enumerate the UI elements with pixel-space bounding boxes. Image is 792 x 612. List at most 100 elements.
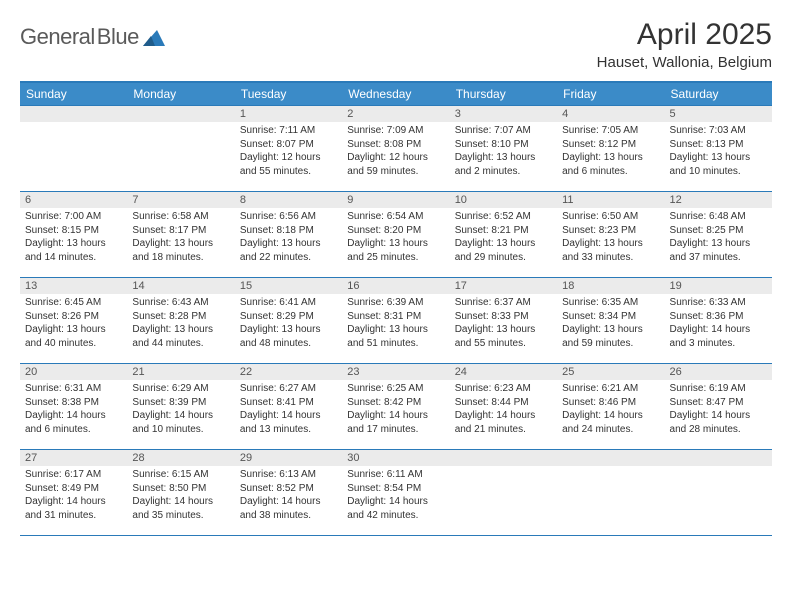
day-number: 12 bbox=[665, 192, 772, 208]
sunrise-line: Sunrise: 6:17 AM bbox=[25, 468, 122, 482]
day-number: 1 bbox=[235, 106, 342, 122]
day-body: Sunrise: 6:25 AMSunset: 8:42 PMDaylight:… bbox=[342, 380, 449, 440]
calendar-cell: 9Sunrise: 6:54 AMSunset: 8:20 PMDaylight… bbox=[342, 192, 449, 278]
sunrise-line: Sunrise: 6:33 AM bbox=[670, 296, 767, 310]
sunset-line: Sunset: 8:28 PM bbox=[132, 310, 229, 324]
day-number: 3 bbox=[450, 106, 557, 122]
daylight-line: Daylight: 14 hours and 6 minutes. bbox=[25, 409, 122, 436]
daylight-line: Daylight: 13 hours and 25 minutes. bbox=[347, 237, 444, 264]
daylight-line: Daylight: 12 hours and 59 minutes. bbox=[347, 151, 444, 178]
logo-triangle-icon bbox=[143, 28, 165, 46]
day-body: Sunrise: 6:11 AMSunset: 8:54 PMDaylight:… bbox=[342, 466, 449, 526]
day-number: 20 bbox=[20, 364, 127, 380]
sunset-line: Sunset: 8:29 PM bbox=[240, 310, 337, 324]
sunrise-line: Sunrise: 6:52 AM bbox=[455, 210, 552, 224]
sunset-line: Sunset: 8:47 PM bbox=[670, 396, 767, 410]
calendar-cell: 2Sunrise: 7:09 AMSunset: 8:08 PMDaylight… bbox=[342, 106, 449, 192]
calendar-cell: 21Sunrise: 6:29 AMSunset: 8:39 PMDayligh… bbox=[127, 364, 234, 450]
logo-text-blue: Blue bbox=[97, 24, 139, 50]
day-body: Sunrise: 6:15 AMSunset: 8:50 PMDaylight:… bbox=[127, 466, 234, 526]
daylight-line: Daylight: 13 hours and 51 minutes. bbox=[347, 323, 444, 350]
day-body: Sunrise: 7:09 AMSunset: 8:08 PMDaylight:… bbox=[342, 122, 449, 182]
sunrise-line: Sunrise: 6:23 AM bbox=[455, 382, 552, 396]
sunrise-line: Sunrise: 7:05 AM bbox=[562, 124, 659, 138]
sunset-line: Sunset: 8:21 PM bbox=[455, 224, 552, 238]
sunrise-line: Sunrise: 6:43 AM bbox=[132, 296, 229, 310]
sunrise-line: Sunrise: 6:35 AM bbox=[562, 296, 659, 310]
sunrise-line: Sunrise: 6:13 AM bbox=[240, 468, 337, 482]
daylight-line: Daylight: 13 hours and 33 minutes. bbox=[562, 237, 659, 264]
calendar-cell: 11Sunrise: 6:50 AMSunset: 8:23 PMDayligh… bbox=[557, 192, 664, 278]
sunset-line: Sunset: 8:20 PM bbox=[347, 224, 444, 238]
sunrise-line: Sunrise: 7:03 AM bbox=[670, 124, 767, 138]
day-number: 4 bbox=[557, 106, 664, 122]
day-number: 7 bbox=[127, 192, 234, 208]
calendar-cell: 14Sunrise: 6:43 AMSunset: 8:28 PMDayligh… bbox=[127, 278, 234, 364]
weekday-sunday: Sunday bbox=[20, 82, 127, 106]
sunrise-line: Sunrise: 6:19 AM bbox=[670, 382, 767, 396]
day-number: 2 bbox=[342, 106, 449, 122]
sunset-line: Sunset: 8:44 PM bbox=[455, 396, 552, 410]
daylight-line: Daylight: 13 hours and 37 minutes. bbox=[670, 237, 767, 264]
sunrise-line: Sunrise: 7:11 AM bbox=[240, 124, 337, 138]
daylight-line: Daylight: 14 hours and 17 minutes. bbox=[347, 409, 444, 436]
day-number: 9 bbox=[342, 192, 449, 208]
calendar-cell: 30Sunrise: 6:11 AMSunset: 8:54 PMDayligh… bbox=[342, 450, 449, 536]
calendar-cell: 10Sunrise: 6:52 AMSunset: 8:21 PMDayligh… bbox=[450, 192, 557, 278]
day-number: 27 bbox=[20, 450, 127, 466]
calendar-cell: 1Sunrise: 7:11 AMSunset: 8:07 PMDaylight… bbox=[235, 106, 342, 192]
calendar-cell bbox=[665, 450, 772, 536]
sunset-line: Sunset: 8:34 PM bbox=[562, 310, 659, 324]
day-number: 18 bbox=[557, 278, 664, 294]
calendar-cell: 28Sunrise: 6:15 AMSunset: 8:50 PMDayligh… bbox=[127, 450, 234, 536]
day-number: 30 bbox=[342, 450, 449, 466]
calendar-cell bbox=[20, 106, 127, 192]
day-body: Sunrise: 6:41 AMSunset: 8:29 PMDaylight:… bbox=[235, 294, 342, 354]
sunrise-line: Sunrise: 6:11 AM bbox=[347, 468, 444, 482]
daylight-line: Daylight: 13 hours and 44 minutes. bbox=[132, 323, 229, 350]
day-body: Sunrise: 6:27 AMSunset: 8:41 PMDaylight:… bbox=[235, 380, 342, 440]
sunset-line: Sunset: 8:46 PM bbox=[562, 396, 659, 410]
daylight-line: Daylight: 12 hours and 55 minutes. bbox=[240, 151, 337, 178]
sunrise-line: Sunrise: 6:48 AM bbox=[670, 210, 767, 224]
day-number: 5 bbox=[665, 106, 772, 122]
sunrise-line: Sunrise: 6:54 AM bbox=[347, 210, 444, 224]
title-block: April 2025 Hauset, Wallonia, Belgium bbox=[597, 18, 772, 71]
calendar-cell: 24Sunrise: 6:23 AMSunset: 8:44 PMDayligh… bbox=[450, 364, 557, 450]
sunset-line: Sunset: 8:33 PM bbox=[455, 310, 552, 324]
day-number bbox=[557, 450, 664, 466]
calendar-cell: 4Sunrise: 7:05 AMSunset: 8:12 PMDaylight… bbox=[557, 106, 664, 192]
daylight-line: Daylight: 13 hours and 18 minutes. bbox=[132, 237, 229, 264]
daylight-line: Daylight: 13 hours and 2 minutes. bbox=[455, 151, 552, 178]
calendar-cell: 22Sunrise: 6:27 AMSunset: 8:41 PMDayligh… bbox=[235, 364, 342, 450]
day-number: 17 bbox=[450, 278, 557, 294]
day-body: Sunrise: 7:11 AMSunset: 8:07 PMDaylight:… bbox=[235, 122, 342, 182]
sunrise-line: Sunrise: 6:15 AM bbox=[132, 468, 229, 482]
calendar-cell: 19Sunrise: 6:33 AMSunset: 8:36 PMDayligh… bbox=[665, 278, 772, 364]
sunrise-line: Sunrise: 7:09 AM bbox=[347, 124, 444, 138]
day-body: Sunrise: 7:05 AMSunset: 8:12 PMDaylight:… bbox=[557, 122, 664, 182]
sunset-line: Sunset: 8:15 PM bbox=[25, 224, 122, 238]
day-body: Sunrise: 6:17 AMSunset: 8:49 PMDaylight:… bbox=[20, 466, 127, 526]
calendar-cell bbox=[557, 450, 664, 536]
daylight-line: Daylight: 13 hours and 22 minutes. bbox=[240, 237, 337, 264]
calendar-cell: 12Sunrise: 6:48 AMSunset: 8:25 PMDayligh… bbox=[665, 192, 772, 278]
day-number bbox=[20, 106, 127, 122]
day-number: 21 bbox=[127, 364, 234, 380]
sunset-line: Sunset: 8:26 PM bbox=[25, 310, 122, 324]
sunset-line: Sunset: 8:23 PM bbox=[562, 224, 659, 238]
day-body: Sunrise: 6:13 AMSunset: 8:52 PMDaylight:… bbox=[235, 466, 342, 526]
weekday-wednesday: Wednesday bbox=[342, 82, 449, 106]
day-body: Sunrise: 7:03 AMSunset: 8:13 PMDaylight:… bbox=[665, 122, 772, 182]
daylight-line: Daylight: 13 hours and 10 minutes. bbox=[670, 151, 767, 178]
day-number: 16 bbox=[342, 278, 449, 294]
day-number bbox=[665, 450, 772, 466]
day-body: Sunrise: 6:54 AMSunset: 8:20 PMDaylight:… bbox=[342, 208, 449, 268]
day-body: Sunrise: 6:43 AMSunset: 8:28 PMDaylight:… bbox=[127, 294, 234, 354]
sunset-line: Sunset: 8:08 PM bbox=[347, 138, 444, 152]
day-body: Sunrise: 7:00 AMSunset: 8:15 PMDaylight:… bbox=[20, 208, 127, 268]
sunset-line: Sunset: 8:07 PM bbox=[240, 138, 337, 152]
day-number: 11 bbox=[557, 192, 664, 208]
sunrise-line: Sunrise: 6:58 AM bbox=[132, 210, 229, 224]
daylight-line: Daylight: 14 hours and 35 minutes. bbox=[132, 495, 229, 522]
